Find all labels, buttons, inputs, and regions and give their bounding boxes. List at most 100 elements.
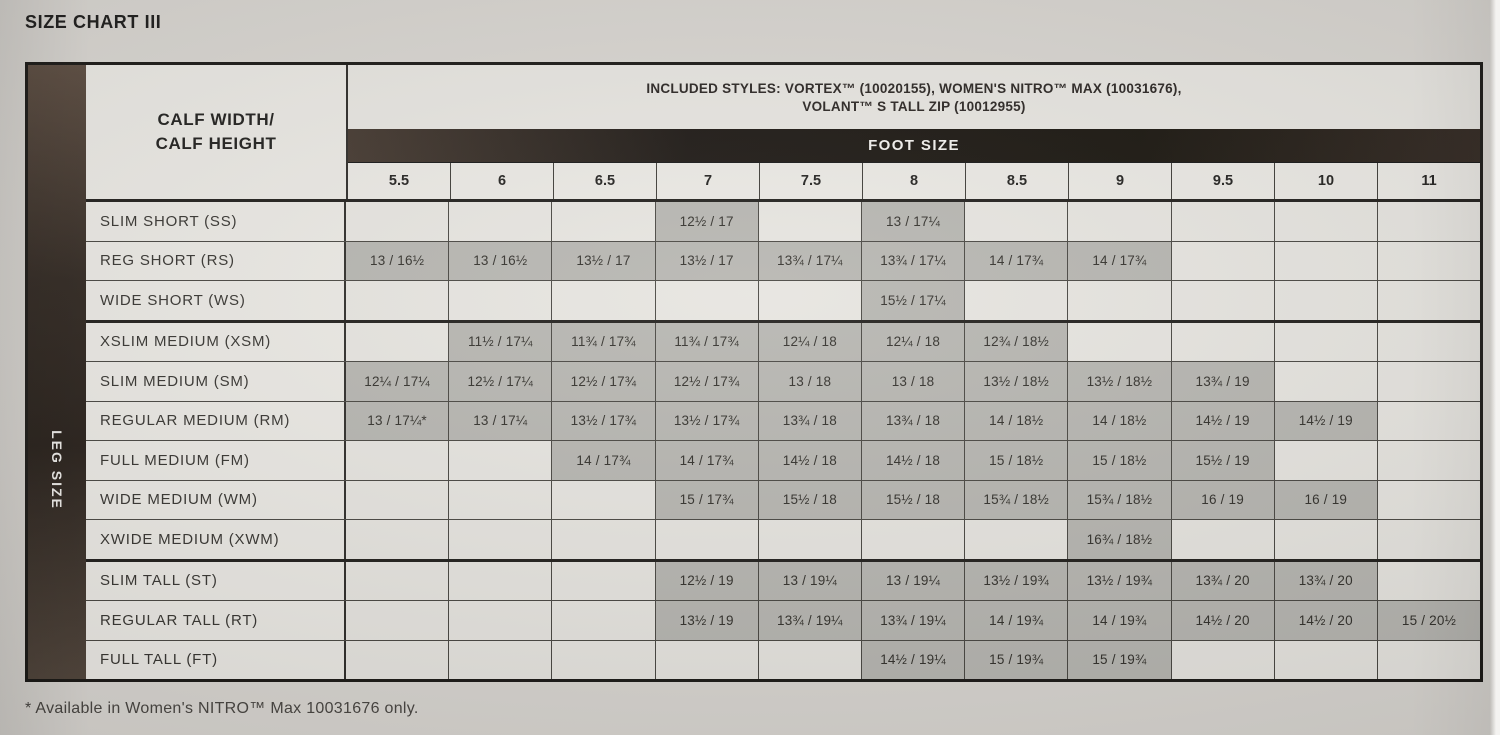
table-row: WIDE MEDIUM (WM) 15 / 17¾ 15½ / 18 15½ / 18… xyxy=(86,479,1481,519)
size-cell: 13½ / 17¾ xyxy=(655,401,759,440)
size-cell xyxy=(1377,520,1481,559)
included-styles-line2: VOLANT™ S TALL ZIP (10012955) xyxy=(802,98,1026,114)
size-cell xyxy=(655,520,759,559)
foot-size-header-cell: 8 xyxy=(863,163,966,199)
leg-size-sidebar: LEG SIZE xyxy=(28,65,86,679)
size-cell: 13½ / 19 xyxy=(655,601,759,640)
table-row: REG SHORT (RS) 13 / 16½ 13 / 16½ 13½ / 17 13… xyxy=(86,240,1481,280)
size-cell xyxy=(758,202,862,241)
size-cell: 14½ / 20 xyxy=(1274,601,1378,640)
row-label: REGULAR MEDIUM (RM) xyxy=(86,401,346,440)
row-label: REG SHORT (RS) xyxy=(86,241,346,280)
size-cell xyxy=(346,322,450,361)
size-cell xyxy=(552,640,656,679)
size-cell xyxy=(1171,202,1275,241)
size-cell: 14 / 17¾ xyxy=(965,241,1069,280)
size-cell xyxy=(1274,202,1378,241)
table-header-band: CALF WIDTH/ CALF HEIGHT INCLUDED STYLES:… xyxy=(86,65,1480,202)
size-cell: 16¾ / 18½ xyxy=(1068,520,1172,559)
size-chart-table: LEG SIZE CALF WIDTH/ CALF HEIGHT INCLUDE… xyxy=(25,62,1483,682)
size-cell: 13 / 17¼ xyxy=(449,401,553,440)
table-row: SLIM SHORT (SS) 12½ / 17 13 / 17¼ xyxy=(86,202,1481,241)
size-cell xyxy=(1377,241,1481,280)
corner-header-cell: CALF WIDTH/ CALF HEIGHT xyxy=(86,65,348,199)
size-cell xyxy=(1274,640,1378,679)
size-cell xyxy=(346,561,450,600)
foot-size-header-cell: 10 xyxy=(1275,163,1378,199)
size-cell xyxy=(1171,281,1275,320)
size-cell xyxy=(346,601,450,640)
size-cell: 14½ / 18 xyxy=(861,441,966,480)
foot-size-row: 5.5 6 6.5 7 7.5 8 8.5 9 9.5 10 11 xyxy=(348,163,1480,199)
size-cell: 13½ / 17 xyxy=(552,241,656,280)
size-cell xyxy=(449,480,553,519)
size-cell xyxy=(1274,441,1378,480)
size-cell xyxy=(965,202,1069,241)
size-cell xyxy=(965,520,1069,559)
size-cell: 13½ / 18½ xyxy=(965,362,1069,401)
size-cell xyxy=(1377,640,1481,679)
size-cell: 13¾ / 19 xyxy=(1171,362,1275,401)
corner-label-line1: CALF WIDTH/ xyxy=(157,110,275,129)
row-label: REGULAR TALL (RT) xyxy=(86,601,346,640)
size-cell xyxy=(1377,281,1481,320)
size-cell: 13 / 18 xyxy=(758,362,862,401)
size-cell xyxy=(1377,480,1481,519)
size-cell xyxy=(758,640,862,679)
size-cell: 14½ / 19 xyxy=(1274,401,1378,440)
size-cell: 14½ / 18 xyxy=(758,441,862,480)
size-cell: 13 / 19¼ xyxy=(861,561,966,600)
size-cell: 13¾ / 20 xyxy=(1274,561,1378,600)
size-cell: 14 / 19¾ xyxy=(965,601,1069,640)
row-label: WIDE SHORT (WS) xyxy=(86,281,346,320)
size-cell xyxy=(449,601,553,640)
size-cell: 12½ / 17¼ xyxy=(449,362,553,401)
size-cell xyxy=(1274,241,1378,280)
row-label: WIDE MEDIUM (WM) xyxy=(86,480,346,519)
size-cell xyxy=(552,520,656,559)
size-cell: 13½ / 17 xyxy=(655,241,759,280)
foot-size-header-cell: 11 xyxy=(1421,173,1437,189)
size-cell xyxy=(1377,202,1481,241)
size-cell: 15½ / 19 xyxy=(1171,441,1275,480)
table-row: FULL MEDIUM (FM) 14 / 17¾ 14 / 17¾ 14½ / 18… xyxy=(86,440,1481,480)
size-cell: 13 / 16½ xyxy=(346,241,450,280)
size-cell xyxy=(965,281,1069,320)
size-cell: 14 / 19¾ xyxy=(1068,601,1172,640)
row-label: SLIM MEDIUM (SM) xyxy=(86,362,346,401)
size-cell xyxy=(1377,401,1481,440)
rows-container: SLIM SHORT (SS) 12½ / 17 13 / 17¼ REG SHORT… xyxy=(86,202,1481,679)
size-cell xyxy=(346,441,450,480)
size-cell: 13½ / 19¾ xyxy=(965,561,1069,600)
size-cell: 14 / 18½ xyxy=(1068,401,1172,440)
size-cell xyxy=(1377,561,1481,600)
size-cell xyxy=(552,561,656,600)
row-label: FULL TALL (FT) xyxy=(86,640,346,679)
size-cell: 11½ / 17¼ xyxy=(449,322,553,361)
size-cell: 13 / 17¼ xyxy=(861,202,966,241)
size-cell xyxy=(1274,281,1378,320)
size-cell xyxy=(346,202,450,241)
size-cell: 12¼ / 17¼ xyxy=(346,362,450,401)
size-cell: 13¾ / 17¼ xyxy=(758,241,862,280)
row-label: FULL MEDIUM (FM) xyxy=(86,441,346,480)
size-cell xyxy=(1171,322,1275,361)
page-edge-highlight xyxy=(1490,0,1500,735)
size-cell: 14½ / 19¼ xyxy=(861,640,966,679)
size-cell: 13¾ / 17¼ xyxy=(861,241,966,280)
table-row: WIDE SHORT (WS) 15½ / 17¼ xyxy=(86,280,1481,320)
size-cell xyxy=(346,281,450,320)
size-cell: 12½ / 17 xyxy=(655,202,759,241)
row-label: SLIM TALL (ST) xyxy=(86,561,346,600)
foot-size-label: FOOT SIZE xyxy=(868,137,960,154)
size-cell xyxy=(1274,520,1378,559)
size-cell: 13¾ / 19¼ xyxy=(758,601,862,640)
size-cell: 15 / 20½ xyxy=(1377,601,1481,640)
size-cell: 14 / 17¾ xyxy=(655,441,759,480)
size-cell xyxy=(1377,441,1481,480)
size-cell: 13¾ / 18 xyxy=(758,401,862,440)
size-cell xyxy=(1377,322,1481,361)
foot-size-header-cell: 6.5 xyxy=(554,163,657,199)
page-title: SIZE CHART III xyxy=(25,12,162,32)
